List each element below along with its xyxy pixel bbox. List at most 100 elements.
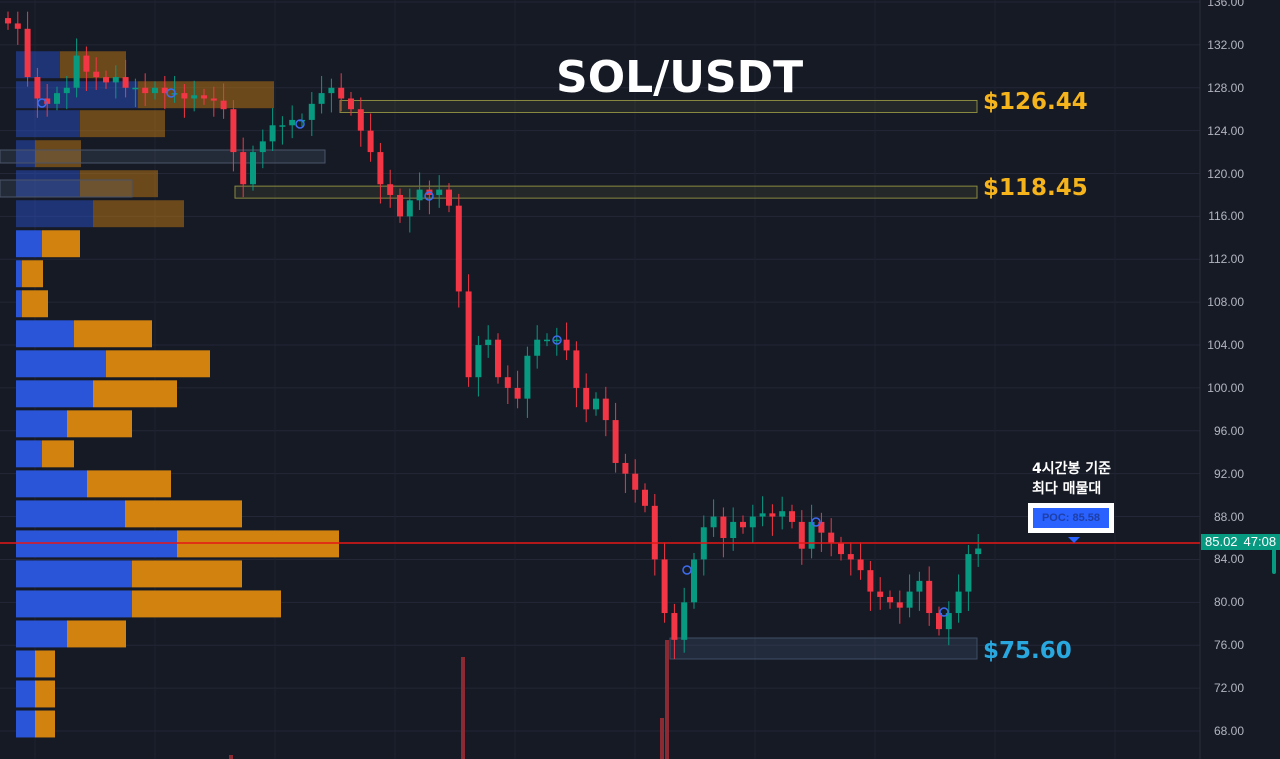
candle-body — [54, 93, 60, 104]
volume-profile-buy — [16, 500, 125, 528]
candle-body — [416, 189, 423, 201]
y-tick-label: 132.00 — [1207, 37, 1244, 52]
poc-annotation: 4시간봉 기준 최다 매물대 — [1032, 459, 1111, 499]
volume-bar — [660, 718, 664, 759]
candle-body — [740, 521, 746, 528]
signal-marker — [37, 98, 47, 108]
y-tick-label: 136.00 — [1207, 0, 1244, 9]
candle-body — [955, 591, 962, 614]
y-tick-label: 88.00 — [1213, 509, 1244, 524]
candle-body — [524, 355, 531, 399]
candle-body — [818, 521, 825, 533]
volume-profile-buy — [16, 410, 67, 438]
volume-bar — [665, 640, 669, 759]
candle-body — [328, 87, 335, 94]
level-label-118: $118.45 — [983, 175, 1088, 202]
candle-body — [475, 345, 482, 378]
candle-body — [857, 559, 864, 571]
candle-body — [142, 87, 149, 94]
y-tick-label: 72.00 — [1213, 681, 1244, 696]
candle-body — [504, 377, 511, 388]
candle-body — [936, 613, 942, 630]
volume-profile-buy — [16, 140, 35, 168]
candle-body — [5, 18, 11, 24]
candle-body — [63, 87, 70, 94]
candle-body — [945, 613, 952, 630]
volume-profile-sell — [80, 170, 158, 198]
volume-profile-buy — [16, 590, 132, 618]
resistance-zone-126 — [339, 99, 978, 113]
candle-body — [269, 125, 276, 142]
candle-body — [896, 602, 903, 608]
candle-body — [779, 511, 786, 517]
candle-body — [573, 350, 580, 388]
volume-profile-sell — [93, 380, 177, 408]
candle-body — [318, 93, 325, 104]
candle-body — [553, 339, 560, 342]
candle-body — [240, 152, 247, 185]
candle-body — [181, 93, 188, 99]
volume-profile-buy — [16, 290, 22, 318]
signal-marker — [295, 119, 305, 129]
candle-body — [534, 339, 541, 356]
candle-body — [759, 513, 766, 517]
volume-profile-sell — [177, 530, 339, 558]
candle-body — [201, 95, 207, 99]
volume-profile-buy — [16, 380, 93, 408]
poc-pointer — [1068, 537, 1080, 543]
volume-bar — [461, 657, 465, 759]
last-price: 85.02 — [1205, 534, 1238, 549]
resistance-zone-118 — [234, 185, 978, 199]
volume-profile-buy — [16, 440, 42, 468]
volume-profile-sell — [93, 200, 184, 228]
volume-profile-buy — [16, 620, 67, 648]
candle-body — [485, 339, 492, 346]
volume-profile-sell — [67, 410, 132, 438]
candle-body — [681, 602, 688, 640]
volume-profile-buy — [16, 680, 35, 708]
candle-body — [769, 513, 776, 517]
signal-marker — [166, 88, 176, 98]
candle-body — [975, 548, 982, 555]
candle-body — [34, 77, 41, 99]
candle-body — [406, 200, 413, 217]
candle-body — [308, 103, 315, 120]
candle-body — [730, 521, 737, 538]
candle-body — [965, 554, 972, 592]
candle-body — [436, 189, 443, 195]
volume-profile-buy — [16, 170, 80, 198]
candle-body — [289, 119, 296, 126]
candle-body — [612, 420, 619, 463]
candle-body — [828, 532, 835, 544]
volume-profile-sell — [35, 710, 55, 738]
volume-profile-buy — [16, 530, 177, 558]
candle-body — [210, 98, 217, 101]
volume-profile-buy — [16, 260, 22, 288]
candle-body — [220, 100, 227, 110]
candle-body — [867, 570, 874, 592]
candle-countdown: 47:08 — [1243, 534, 1277, 549]
candle-body — [906, 591, 913, 608]
candle-body — [710, 516, 717, 528]
candle-body — [93, 71, 100, 78]
volume-profile-buy — [16, 51, 60, 79]
candle-body — [808, 521, 815, 549]
y-tick-label: 76.00 — [1213, 638, 1244, 653]
candle-body — [544, 339, 550, 342]
candle-body — [367, 130, 374, 153]
candle-body — [191, 95, 198, 99]
y-tick-label: 120.00 — [1207, 166, 1244, 181]
y-tick-label: 96.00 — [1213, 423, 1244, 438]
candle-body — [671, 613, 678, 640]
candle-body — [877, 591, 884, 597]
candle-body — [465, 291, 472, 378]
y-tick-label: 68.00 — [1213, 723, 1244, 738]
volume-profile-buy — [16, 110, 80, 138]
volume-profile-buy — [16, 710, 35, 738]
volume-profile-sell — [74, 320, 152, 348]
volume-profile-sell — [60, 51, 126, 79]
candle-body — [112, 77, 119, 83]
y-tick-label: 124.00 — [1207, 123, 1244, 138]
annotation-line-1: 4시간봉 기준 — [1032, 461, 1112, 477]
